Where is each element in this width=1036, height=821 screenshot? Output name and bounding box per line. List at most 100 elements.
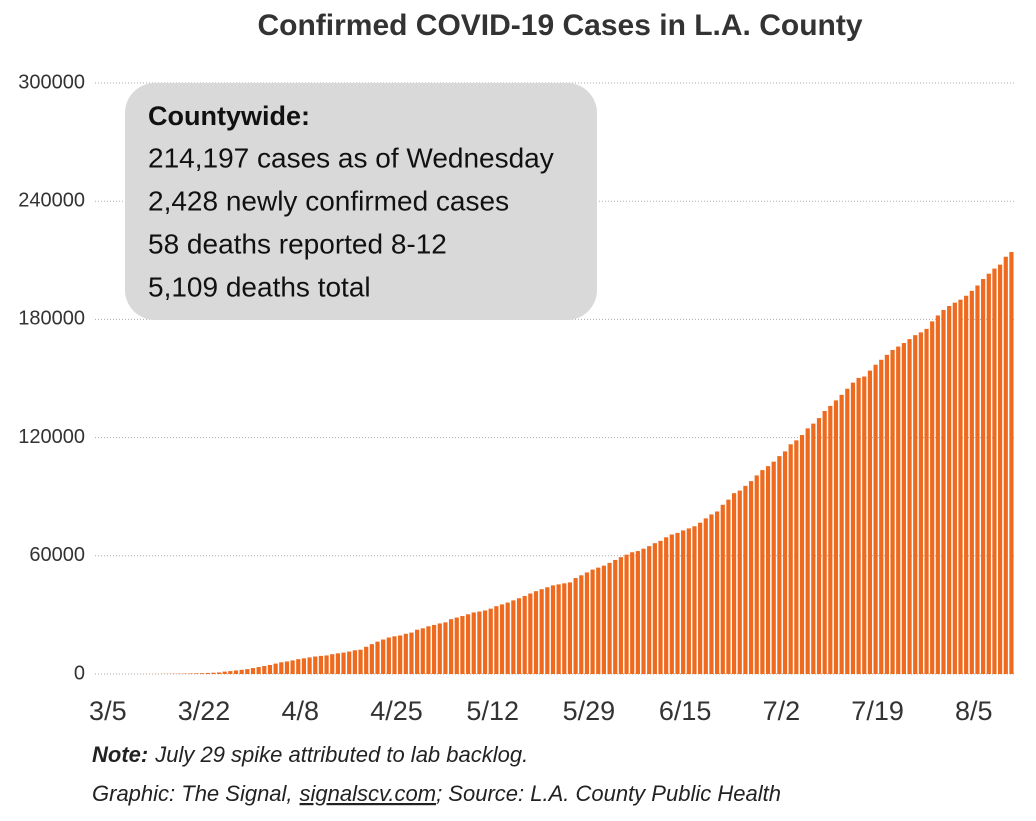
bar — [494, 606, 499, 674]
bar — [420, 628, 425, 674]
bar — [731, 493, 737, 674]
bar — [743, 485, 748, 674]
bar — [369, 644, 374, 674]
bar — [313, 656, 318, 674]
bar — [698, 522, 703, 674]
bar — [986, 273, 991, 674]
bar — [437, 623, 442, 674]
bar — [675, 532, 680, 674]
bar — [964, 295, 969, 674]
bar — [562, 583, 567, 674]
bar — [550, 585, 556, 674]
bar — [262, 666, 267, 674]
bar — [375, 641, 380, 674]
bar — [267, 665, 273, 674]
bar — [528, 593, 533, 674]
bar — [352, 650, 357, 674]
bar — [194, 673, 199, 674]
bar — [828, 405, 833, 674]
annotation-line: 2,428 newly confirmed cases — [148, 185, 509, 216]
bar — [290, 660, 295, 674]
chart-title: Confirmed COVID-19 Cases in L.A. County — [257, 9, 862, 42]
bar — [392, 636, 397, 674]
bar — [664, 537, 669, 674]
bar — [941, 309, 946, 674]
bar — [782, 451, 788, 674]
bar — [715, 511, 720, 674]
bar — [913, 335, 918, 674]
bar — [918, 332, 923, 674]
bar — [652, 543, 657, 674]
bar — [482, 610, 488, 674]
bar — [833, 400, 839, 674]
note-label: Note: — [92, 742, 148, 767]
bar — [998, 264, 1003, 674]
bar — [381, 639, 386, 674]
bar — [794, 440, 799, 674]
bar — [516, 598, 522, 674]
bar — [539, 589, 544, 674]
y-tick-label: 120000 — [18, 426, 85, 448]
bar — [952, 302, 957, 674]
bar — [760, 470, 765, 674]
bar — [239, 669, 244, 674]
bar — [199, 673, 205, 674]
bar — [228, 671, 233, 674]
bar — [884, 354, 890, 674]
bar — [748, 481, 754, 674]
bar — [873, 364, 878, 674]
bar — [613, 559, 618, 674]
bar — [635, 551, 640, 674]
bar — [364, 646, 369, 674]
bar — [709, 514, 714, 674]
bar — [777, 456, 782, 674]
bar — [862, 376, 867, 674]
y-tick-label: 0 — [74, 662, 85, 684]
bar — [958, 299, 963, 674]
bar — [681, 530, 686, 674]
bar — [188, 673, 193, 674]
bar — [799, 435, 805, 674]
note: Note: July 29 spike attributed to lab bac… — [92, 742, 528, 767]
bar — [686, 528, 691, 674]
bar — [398, 635, 403, 674]
source-link[interactable]: signalscv.com — [300, 781, 437, 806]
bar — [307, 657, 312, 674]
bar — [584, 572, 590, 674]
bar — [935, 315, 940, 674]
source-prefix: Graphic: The Signal, — [92, 781, 293, 806]
annotation-box — [125, 83, 597, 320]
bar — [347, 651, 352, 674]
bar — [647, 546, 652, 674]
bar — [545, 587, 550, 674]
bar — [788, 444, 793, 674]
bar — [924, 328, 929, 674]
bar — [981, 279, 986, 674]
x-tick-label: 7/2 — [763, 696, 801, 726]
bar — [624, 554, 629, 674]
source-suffix: ; Source: L.A. County Public Health — [436, 781, 781, 806]
y-tick-label: 60000 — [29, 544, 85, 566]
bar — [324, 655, 329, 674]
bar — [556, 584, 561, 674]
bar — [1003, 256, 1008, 674]
bar — [505, 602, 510, 674]
bar — [590, 569, 595, 674]
bar — [765, 466, 771, 674]
bar — [211, 672, 216, 674]
bar — [703, 518, 708, 674]
bar — [947, 306, 952, 674]
bar — [630, 552, 635, 674]
bar — [205, 672, 210, 674]
bar — [335, 653, 340, 674]
bar — [477, 611, 482, 674]
bar — [896, 346, 901, 674]
bar — [771, 461, 776, 674]
bar — [720, 504, 725, 674]
bar — [816, 418, 822, 674]
bar — [386, 637, 391, 674]
bar — [471, 612, 476, 674]
x-tick-label: 3/22 — [178, 696, 231, 726]
y-tick-label: 240000 — [18, 189, 85, 211]
bar — [245, 669, 250, 674]
